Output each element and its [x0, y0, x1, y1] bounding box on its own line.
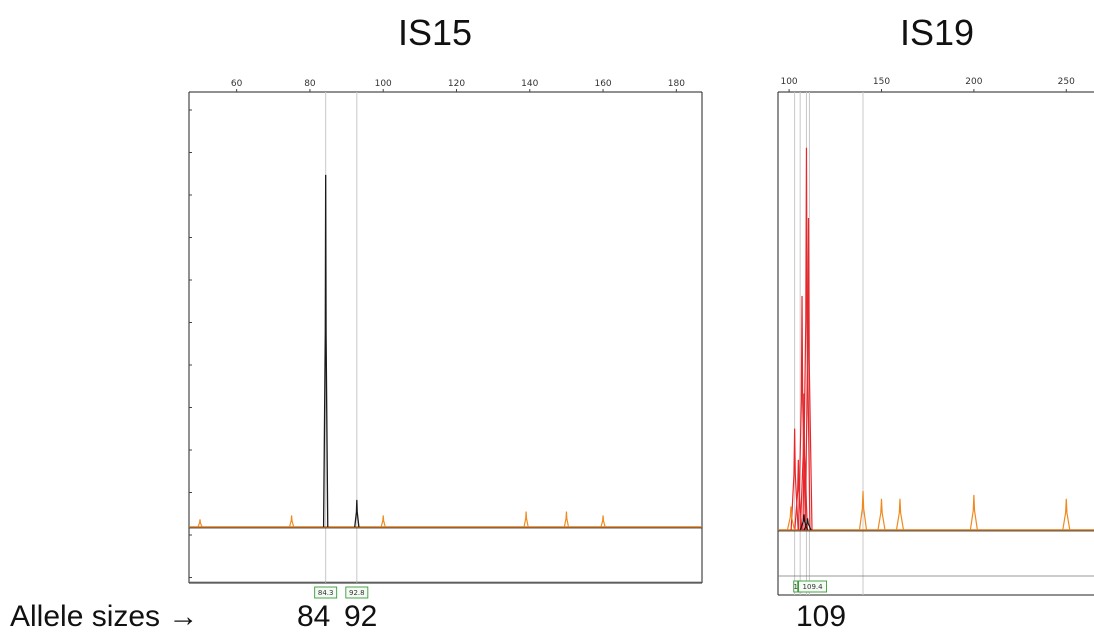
- peak: [895, 498, 905, 531]
- peak: [523, 511, 529, 528]
- size-label: 1: [794, 583, 798, 591]
- peak: [969, 494, 978, 531]
- x-tick-label: 200: [965, 77, 982, 87]
- x-tick-label: 150: [873, 77, 890, 87]
- x-tick-label: 180: [668, 79, 685, 89]
- peak: [790, 428, 799, 531]
- peak: [786, 506, 796, 531]
- peak: [794, 459, 803, 531]
- panel-is19: 10015020025011109.4: [777, 77, 1094, 596]
- size-label: 109.4: [803, 583, 824, 591]
- peak: [197, 519, 203, 528]
- panel-title-is19: IS19: [900, 12, 975, 53]
- peak: [804, 217, 813, 531]
- x-tick-label: 60: [231, 79, 243, 89]
- x-tick-label: 100: [375, 79, 392, 89]
- x-tick-label: 100: [780, 77, 797, 87]
- x-tick-label: 80: [304, 79, 316, 89]
- peak: [288, 515, 295, 528]
- x-tick-label: 250: [1058, 77, 1075, 87]
- size-label-box: [793, 580, 799, 593]
- peak: [600, 515, 606, 528]
- size-label: 92.8: [349, 589, 365, 597]
- peak: [1062, 498, 1071, 531]
- peak: [799, 514, 808, 531]
- panel-title-is15: IS15: [398, 12, 473, 53]
- peak: [354, 499, 360, 528]
- peak: [563, 511, 570, 528]
- allele-size-92: 92: [344, 600, 378, 633]
- allele-size-84: 84: [297, 600, 331, 633]
- size-label: 84.3: [318, 589, 334, 597]
- panel-is15: 60 80 100 120 140 160 180 84.3 92.8: [188, 79, 703, 599]
- peak: [877, 498, 886, 531]
- x-tick-label: 160: [594, 79, 611, 89]
- x-tick-label: 140: [521, 79, 538, 89]
- peak: [802, 147, 811, 531]
- peak: [322, 174, 329, 528]
- peak: [803, 518, 812, 531]
- allele-size-109: 109: [796, 600, 847, 633]
- size-label-box: [345, 586, 369, 599]
- size-label-box: [798, 580, 828, 593]
- peak: [380, 515, 386, 528]
- size-label-box: [314, 586, 338, 599]
- allele-sizes-caption: Allele sizes →: [10, 600, 199, 633]
- x-tick-label: 120: [448, 79, 465, 89]
- peak: [858, 490, 868, 531]
